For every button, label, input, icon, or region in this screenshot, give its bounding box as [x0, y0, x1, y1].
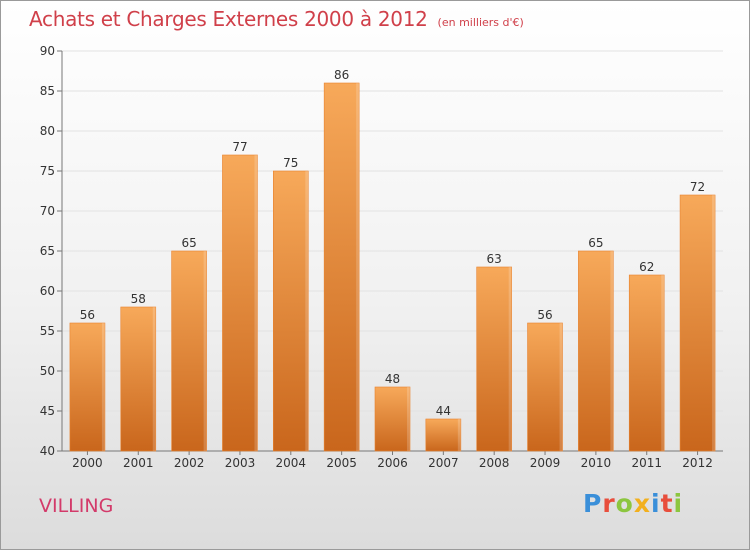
- bar-2007[interactable]: [425, 418, 462, 452]
- x-tick-label-2000: 2000: [72, 456, 103, 470]
- bar-2005[interactable]: [323, 82, 360, 452]
- data-label-2007: 44: [436, 404, 451, 418]
- y-tick-label-85: 85: [40, 84, 55, 98]
- x-tick-label-2007: 2007: [428, 456, 459, 470]
- label-layer: 56 58 65 77 75 86 48 44 63 56 65 62 72: [80, 68, 705, 418]
- data-label-2002: 65: [181, 236, 196, 250]
- bar-shade-2011: [661, 275, 665, 451]
- bar-2006[interactable]: [374, 386, 411, 452]
- bar-shade-2012: [712, 195, 716, 451]
- bar-shade-2006: [407, 387, 410, 451]
- logo-letter: t: [660, 489, 674, 518]
- x-tick-label-2009: 2009: [530, 456, 561, 470]
- bar-2004[interactable]: [273, 170, 309, 452]
- bar-2002[interactable]: [171, 250, 207, 452]
- logo-letter: i: [673, 489, 684, 518]
- bar-shade-2000: [101, 323, 105, 451]
- bar-layer: [69, 82, 716, 452]
- y-tick-label-45: 45: [40, 404, 55, 418]
- bar-2012[interactable]: [679, 194, 716, 452]
- chart-title: Achats et Charges Externes 2000 à 2012 (e…: [29, 7, 524, 31]
- bar-2010[interactable]: [578, 250, 614, 452]
- bar-shade-2001: [152, 307, 156, 451]
- chart-subtitle: (en milliers d'€): [437, 16, 524, 29]
- x-tick-label-2002: 2002: [174, 456, 205, 470]
- bar-2008[interactable]: [476, 266, 512, 452]
- data-label-2010: 65: [588, 236, 603, 250]
- y-tick-label-65: 65: [40, 244, 55, 258]
- bar-2009[interactable]: [527, 322, 563, 452]
- x-tick-label-2010: 2010: [581, 456, 612, 470]
- x-tick-label-2005: 2005: [326, 456, 357, 470]
- y-tick-label-75: 75: [40, 164, 55, 178]
- logo-letter: P: [583, 489, 603, 518]
- data-label-2001: 58: [131, 292, 146, 306]
- y-tick-label-40: 40: [40, 444, 55, 458]
- data-label-2000: 56: [80, 308, 95, 322]
- data-label-2003: 77: [232, 140, 247, 154]
- bar-shade-2004: [305, 171, 309, 451]
- x-tick-label-2011: 2011: [631, 456, 662, 470]
- logo-letter: o: [615, 489, 634, 518]
- x-tick-label-2006: 2006: [377, 456, 408, 470]
- bar-shade-2002: [203, 251, 207, 451]
- y-tick-label-80: 80: [40, 124, 55, 138]
- y-tick-label-90: 90: [40, 44, 55, 58]
- bar-shade-2009: [559, 323, 563, 451]
- bar-2001[interactable]: [120, 306, 157, 452]
- data-label-2005: 86: [334, 68, 349, 82]
- x-tick-label-2003: 2003: [225, 456, 256, 470]
- y-tick-label-50: 50: [40, 364, 55, 378]
- data-label-2011: 62: [639, 260, 654, 274]
- bar-shade-2010: [610, 251, 614, 451]
- y-tick-label-55: 55: [40, 324, 55, 338]
- logo-letter: i: [651, 489, 661, 518]
- proxiti-logo[interactable]: Proxiti: [583, 489, 683, 518]
- data-label-2012: 72: [690, 180, 705, 194]
- data-label-2009: 56: [537, 308, 552, 322]
- bar-shade-2007: [457, 419, 461, 451]
- x-tick-label-2008: 2008: [479, 456, 510, 470]
- chart-title-text: Achats et Charges Externes 2000 à 2012: [29, 7, 428, 31]
- data-label-2006: 48: [385, 372, 400, 386]
- bar-shade-2005: [356, 83, 360, 451]
- logo-letter: r: [602, 489, 616, 518]
- place-name: VILLING: [39, 495, 114, 517]
- bar-shade-2003: [254, 155, 258, 451]
- y-tick-label-70: 70: [40, 204, 55, 218]
- bar-2000[interactable]: [69, 322, 106, 452]
- logo-letter: x: [633, 489, 651, 518]
- data-label-2008: 63: [487, 252, 502, 266]
- bar-2003[interactable]: [222, 154, 258, 452]
- y-tick-label-60: 60: [40, 284, 55, 298]
- bar-2011[interactable]: [628, 274, 665, 452]
- bar-shade-2008: [508, 267, 512, 451]
- data-label-2004: 75: [283, 156, 298, 170]
- x-tick-label-2012: 2012: [682, 456, 713, 470]
- x-tick-label-2004: 2004: [276, 456, 307, 470]
- x-tick-label-2001: 2001: [123, 456, 154, 470]
